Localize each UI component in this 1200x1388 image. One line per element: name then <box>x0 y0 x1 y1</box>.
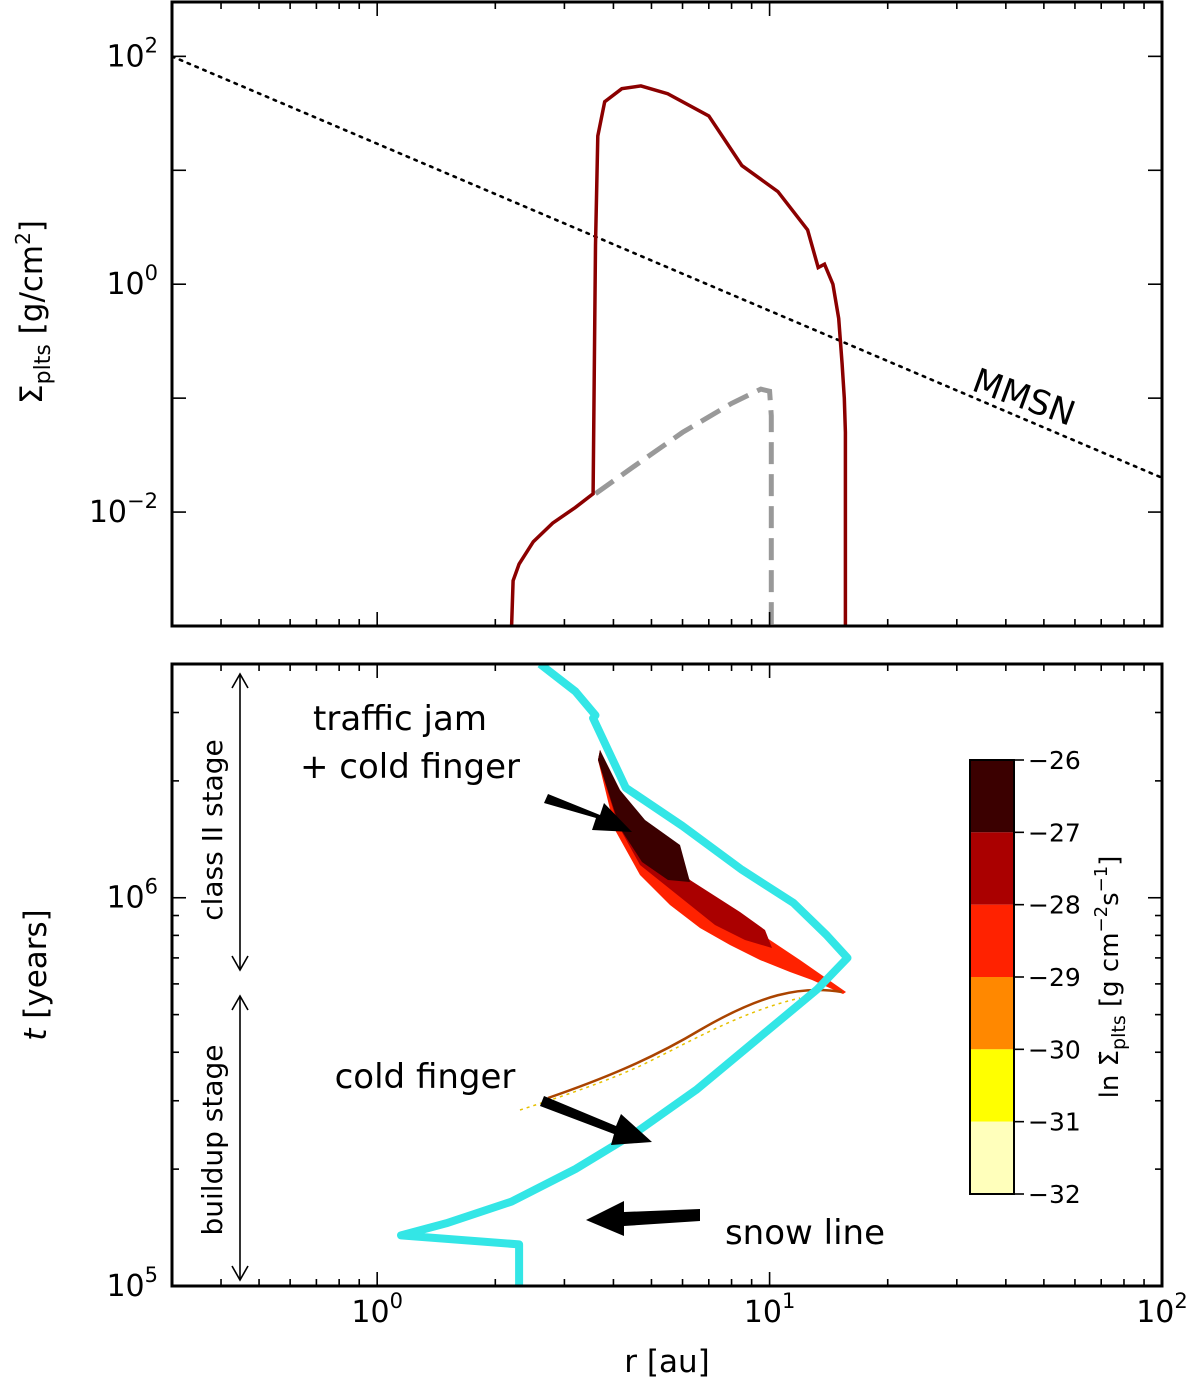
bottom-ytick-label: 106 <box>106 875 158 916</box>
top-ytick-label: 100 <box>106 261 158 302</box>
top-y-axis-label: Σplts [g/cm2] <box>11 220 56 404</box>
top-ytick-label: 102 <box>106 33 158 74</box>
cold-finger-thin-layer <box>547 988 843 1100</box>
colorbar-tick-label: −30 <box>1028 1035 1081 1064</box>
top-axis-ticks <box>171 2 1163 627</box>
bottom-ytick-label: 105 <box>106 1263 158 1304</box>
heatmap-level-26 <box>598 750 690 882</box>
colorbar-tick-label: −26 <box>1028 746 1081 775</box>
colorbar-level <box>970 760 1014 833</box>
colorbar-level <box>970 1049 1014 1122</box>
traffic-jam-label-line1: traffic jam <box>313 699 487 739</box>
traffic-jam-label-line2: + cold finger <box>300 747 520 787</box>
colorbar-level <box>970 1121 1014 1194</box>
cold-finger-thin-layer-yellow <box>519 997 801 1111</box>
class2-stage-arrow <box>231 672 249 972</box>
top-panel: 10−2 100 102 MMSN Σplts [g/cm2] <box>11 0 1164 628</box>
heatmap-level-28 <box>598 750 846 994</box>
buildup-stage-arrow <box>231 994 249 1282</box>
mmsn-label: MMSN <box>967 361 1080 435</box>
bottom-xtick-labels: 100 101 102 <box>351 1289 1187 1330</box>
colorbar-tick-label: −32 <box>1028 1180 1081 1209</box>
bottom-y-axis-label: t [years] <box>18 909 54 1041</box>
colorbar-tick-label: −31 <box>1028 1108 1081 1137</box>
bottom-axis-ticks <box>171 663 1163 1287</box>
cold-finger-label: cold finger <box>335 1057 516 1097</box>
mmsn-line <box>172 55 1162 480</box>
top-ytick-label: 10−2 <box>89 489 158 530</box>
gray-dashed-line <box>594 386 774 626</box>
class2-stage-label: class II stage <box>196 739 229 921</box>
colorbar-level <box>970 977 1014 1050</box>
colorbar-label: ln Σ̇plts [g cm−2s−1] <box>1091 856 1130 1099</box>
colorbar-tick-label: −27 <box>1028 818 1081 847</box>
colorbar-level <box>970 904 1014 977</box>
colorbar-levels <box>970 760 1014 1194</box>
bottom-ytick-labels: 105 106 <box>106 875 158 1304</box>
colorbar-tick-label: −28 <box>1028 891 1081 920</box>
surface-density-line <box>509 84 848 626</box>
bottom-x-axis-label: r [au] <box>624 1344 709 1380</box>
bottom-axes-frame <box>170 662 1164 1288</box>
top-ytick-labels: 10−2 100 102 <box>89 33 158 530</box>
heatmap-level-27 <box>598 750 772 948</box>
colorbar-level <box>970 832 1014 905</box>
bottom-panel: 100 101 102 105 106 r [au] t [years] class … <box>18 662 1188 1380</box>
heatmap-region <box>519 750 846 1111</box>
traffic-jam-arrow <box>544 794 632 832</box>
buildup-stage-label: buildup stage <box>196 1045 229 1236</box>
colorbar-ticks: −26 −27 −28 −29 −30 −31 −32 <box>1014 746 1081 1209</box>
bottom-xtick-label: 100 <box>351 1289 403 1330</box>
snow-line-arrow <box>586 1201 700 1236</box>
cold-finger-arrow <box>540 1096 652 1145</box>
colorbar: −26 −27 −28 −29 −30 −31 −32 ln Σ̇plts [g cm−2s… <box>969 746 1130 1209</box>
bottom-xtick-label: 101 <box>744 1289 796 1330</box>
top-axes-frame <box>170 0 1164 628</box>
colorbar-tick-label: −29 <box>1028 963 1081 992</box>
snow-line-label: snow line <box>725 1213 885 1253</box>
snow-line-curve <box>397 664 852 1286</box>
bottom-xtick-label: 102 <box>1136 1289 1188 1330</box>
